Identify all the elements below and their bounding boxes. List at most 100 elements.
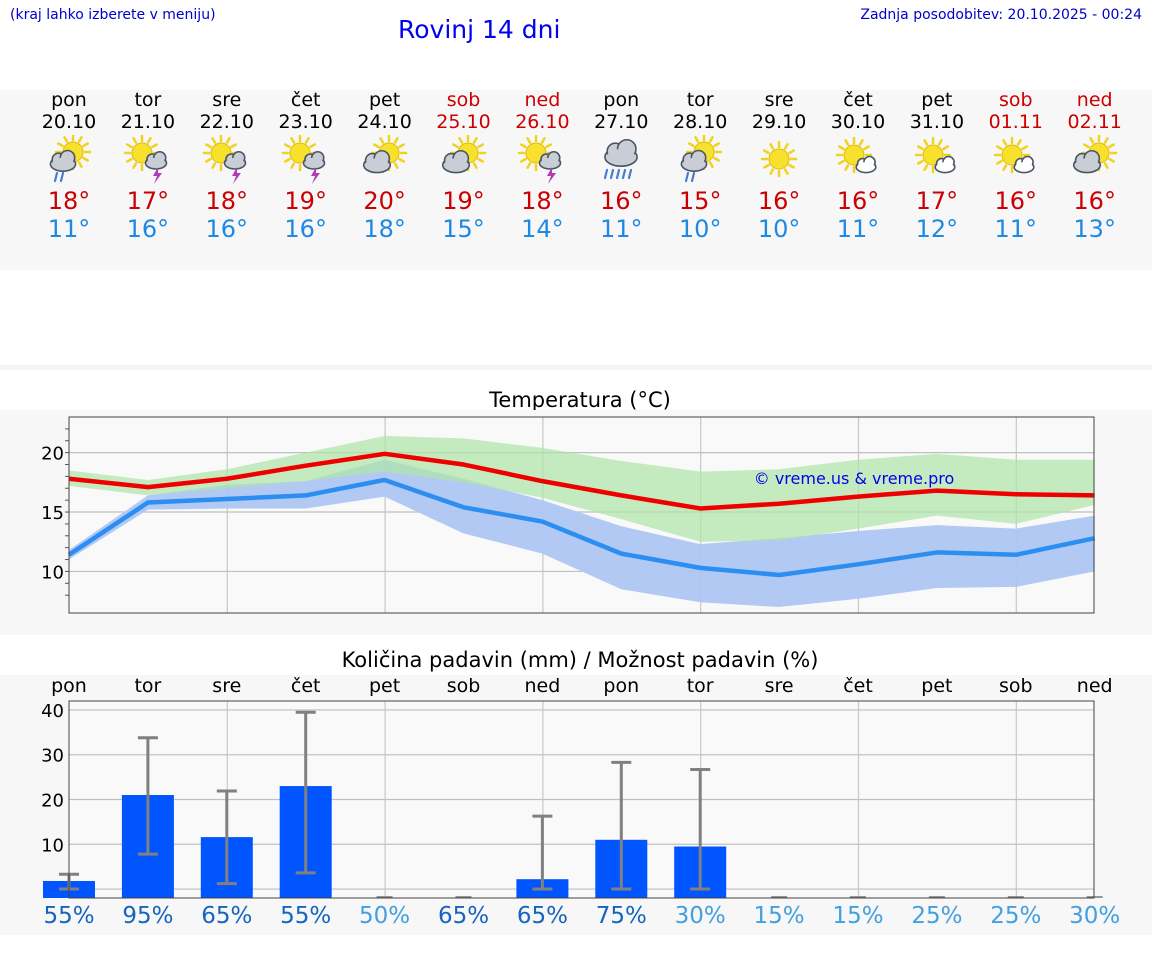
precipitation-error-bar	[137, 736, 158, 856]
sun-cloud-rain-icon	[49, 135, 92, 183]
watermark: © vreme.us & vreme.pro	[754, 469, 955, 488]
sun-small-cloud-icon	[993, 136, 1035, 174]
cloud-shape	[144, 150, 168, 170]
day-name: čet	[290, 89, 321, 111]
y-tick-label: 40	[41, 701, 64, 722]
max-temperature: 19°	[442, 187, 485, 215]
forecast-day: pon 20.10 18° 11°	[29, 89, 109, 243]
page-title: Rovinj 14 dni	[398, 15, 561, 44]
min-temperature: 11°	[994, 215, 1038, 243]
rain-drops	[685, 171, 696, 183]
y-tick-label: 10	[41, 562, 64, 583]
max-temperature: 16°	[994, 187, 1038, 215]
min-temperature: 13°	[1073, 215, 1116, 243]
day-date: 02.11	[1067, 111, 1122, 133]
precipitation-day-label: čet	[843, 675, 873, 697]
forecast-day: tor 21.10 17° 16°	[108, 89, 188, 243]
forecast-day: pet 31.10 17° 12°	[897, 89, 977, 243]
precipitation-error-bar	[611, 760, 632, 891]
temperature-line	[67, 477, 1096, 578]
precipitation-day-label: tor	[686, 675, 714, 697]
temperature-chart-title: Temperatura (°C)	[489, 388, 671, 412]
precipitation-day-label: pet	[921, 675, 953, 697]
precipitation-probability: 55%	[280, 903, 332, 929]
day-date: 25.10	[436, 111, 491, 133]
min-temperature: 12°	[915, 215, 959, 243]
sun-cloud-icon	[362, 135, 407, 174]
cloud-shape	[1013, 155, 1035, 174]
sun-cloud-thunder-icon	[281, 135, 325, 184]
min-temperature: 10°	[678, 215, 722, 243]
min-temperature: 18°	[363, 215, 406, 243]
max-temperature: 16°	[757, 187, 801, 215]
cloud-shape	[362, 149, 391, 174]
lightning-bolt	[152, 167, 162, 184]
precipitation-error-bar	[295, 710, 316, 875]
forecast-day: sob 25.10 19° 15°	[424, 89, 504, 243]
precipitation-error-bar	[216, 789, 237, 886]
cloud-shape	[441, 149, 470, 174]
precipitation-day-label: sre	[212, 675, 242, 697]
y-tick-label: 10	[41, 835, 64, 856]
day-date: 20.10	[41, 111, 97, 133]
day-date: 21.10	[120, 111, 176, 133]
forecast-day: tor 28.10 15° 10°	[660, 89, 740, 243]
day-name: pon	[51, 89, 87, 111]
forecast-day: sob 01.11 16° 11°	[976, 89, 1056, 243]
forecast-day: sre 29.10 16° 10°	[739, 89, 819, 243]
sun-shape	[760, 140, 798, 178]
min-temperature: 16°	[205, 215, 249, 243]
min-temperature: 15°	[442, 215, 485, 243]
max-temperature: 18°	[205, 187, 249, 215]
day-date: 31.10	[909, 111, 965, 133]
day-name: čet	[843, 89, 873, 111]
forecast-day: čet 23.10 19° 16°	[266, 89, 346, 243]
sun-cloud-rain-icon	[680, 135, 723, 183]
sun-cloud-thunder-icon	[202, 135, 247, 184]
precipitation-day-label: pon	[603, 675, 640, 697]
day-date: 29.10	[751, 111, 807, 133]
precipitation-day-label: sob	[446, 675, 481, 697]
min-temperature: 11°	[600, 215, 643, 243]
day-date: 23.10	[278, 111, 333, 133]
forecast-day: ned 26.10 18° 14°	[502, 89, 582, 243]
day-name: sob	[446, 89, 481, 111]
min-temperature: 10°	[757, 215, 801, 243]
day-name: sre	[764, 89, 794, 111]
precipitation-error-bar	[532, 814, 553, 891]
cloud-shape	[680, 149, 708, 172]
lightning-bolt	[231, 167, 241, 184]
rain-drops	[53, 171, 65, 183]
sun-cloud-icon	[1072, 135, 1117, 174]
temperature-line	[68, 451, 1095, 511]
max-temperature: 19°	[284, 187, 327, 215]
precipitation-probability: 95%	[122, 903, 174, 929]
cloud-shape	[1072, 149, 1101, 174]
precipitation-day-label: sob	[999, 675, 1033, 697]
max-temperature: 15°	[678, 187, 722, 215]
last-updated: Zadnja posodobitev: 20.10.2025 - 00:24	[860, 7, 1142, 23]
precipitation-day-label: ned	[524, 675, 561, 697]
y-tick-label: 30	[41, 746, 64, 767]
day-name: ned	[524, 89, 561, 111]
day-date: 27.10	[594, 111, 649, 133]
day-date: 22.10	[199, 111, 254, 133]
temperature-range-band	[69, 459, 1095, 608]
cloud-shape	[49, 149, 77, 172]
max-temperature: 16°	[1073, 187, 1116, 215]
temperature-chart: 10 15 20 © vreme.us & vreme.pro	[41, 416, 1096, 614]
day-name: pon	[603, 89, 640, 111]
precipitation-probability: 15%	[753, 903, 805, 929]
precipitation-day-label: pet	[368, 675, 401, 697]
day-date: 28.10	[672, 111, 728, 133]
precipitation-day-label: čet	[290, 675, 321, 697]
forecast-strip	[0, 90, 1152, 270]
precipitation-probability: 65%	[437, 903, 490, 929]
precipitation-day-label: pon	[51, 675, 87, 697]
cloud-shape	[604, 138, 639, 167]
precipitation-day-label: ned	[1076, 675, 1113, 697]
forecast-day: sre 22.10 18° 16°	[187, 89, 267, 243]
precipitation-probability: 65%	[201, 903, 253, 929]
day-name: sre	[212, 89, 242, 111]
precipitation-chart-title: Količina padavin (mm) / Možnost padavin …	[341, 648, 819, 672]
